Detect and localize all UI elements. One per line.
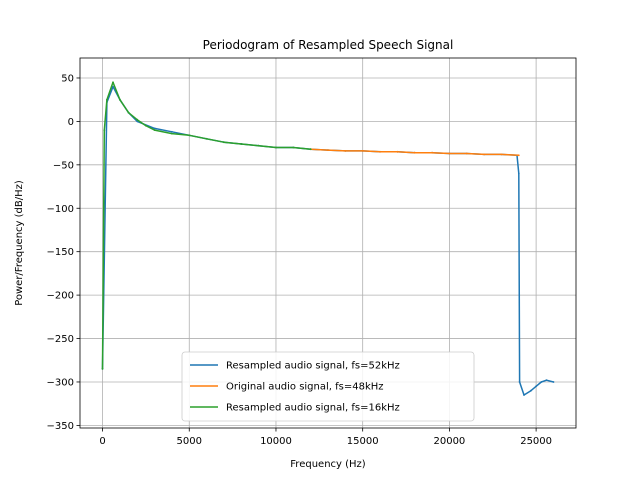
y-tick-label: −300 bbox=[47, 377, 74, 388]
data-point bbox=[112, 85, 114, 88]
x-axis-title: Frequency (Hz) bbox=[290, 459, 366, 470]
data-point bbox=[275, 146, 277, 149]
data-point bbox=[240, 143, 243, 145]
x-tick-label: 0 bbox=[99, 436, 105, 447]
y-tick-label: −250 bbox=[47, 334, 74, 345]
data-point bbox=[523, 394, 525, 396]
y-axis-title: Power/Frequency (dB/Hz) bbox=[14, 180, 25, 306]
series-line-3 bbox=[101, 81, 311, 369]
x-tick-label: 15000 bbox=[347, 436, 379, 447]
data-point bbox=[103, 129, 106, 132]
chart-title: Periodogram of Resampled Speech Signal bbox=[203, 38, 454, 52]
data-point bbox=[448, 152, 451, 155]
y-tick-label: −150 bbox=[47, 247, 74, 258]
data-point bbox=[257, 144, 260, 147]
data-point bbox=[171, 132, 173, 135]
legend-box bbox=[181, 351, 475, 422]
data-point bbox=[535, 385, 537, 388]
data-point bbox=[517, 154, 520, 157]
x-tick-label: 25000 bbox=[520, 436, 552, 447]
data-point bbox=[188, 134, 191, 137]
data-point bbox=[101, 368, 104, 370]
data-point bbox=[545, 379, 548, 382]
x-tick-label: 20000 bbox=[433, 436, 465, 447]
data-point bbox=[112, 81, 114, 84]
data-point bbox=[379, 150, 381, 153]
data-point bbox=[106, 98, 108, 101]
x-tick-label: 5000 bbox=[177, 436, 202, 447]
data-point bbox=[517, 172, 520, 175]
legend-label: Resampled audio signal, fs=52kHz bbox=[226, 361, 400, 372]
y-tick-label: −50 bbox=[53, 160, 74, 171]
x-tick-label: 10000 bbox=[260, 436, 292, 447]
axis-ticks: 0 5000 10000 15000 20000 25000 50 0 −50 −100 −150 −… bbox=[47, 73, 552, 447]
legend-label: Resampled audio signal, fs=16kHz bbox=[226, 403, 400, 414]
data-point bbox=[465, 152, 468, 155]
data-point bbox=[344, 150, 347, 152]
data-point bbox=[361, 150, 364, 152]
data-point bbox=[119, 98, 121, 101]
data-point bbox=[396, 150, 399, 153]
y-tick-label: −350 bbox=[47, 421, 74, 432]
data-point bbox=[145, 124, 147, 127]
data-point bbox=[518, 381, 521, 383]
data-point bbox=[540, 381, 543, 383]
y-tick-label: 50 bbox=[61, 73, 74, 84]
data-point bbox=[530, 389, 532, 392]
legend: Resampled audio signal, fs=52kHz Original… bbox=[181, 351, 475, 422]
data-point bbox=[327, 149, 329, 152]
data-point bbox=[500, 153, 503, 156]
y-tick-label: −100 bbox=[47, 204, 74, 215]
data-point bbox=[483, 153, 485, 156]
data-point bbox=[552, 381, 555, 383]
y-tick-label: 0 bbox=[68, 117, 74, 128]
plot-frame bbox=[79, 57, 577, 429]
data-point bbox=[223, 141, 225, 144]
data-point bbox=[127, 111, 130, 114]
data-point bbox=[431, 151, 433, 154]
data-point bbox=[136, 120, 139, 123]
legend-label: Original audio signal, fs=48kHz bbox=[226, 382, 384, 393]
y-tick-label: −200 bbox=[47, 291, 74, 302]
data-point bbox=[153, 127, 156, 130]
data-point bbox=[153, 129, 156, 132]
series-lines bbox=[101, 81, 555, 396]
data-point bbox=[205, 137, 208, 140]
data-point bbox=[292, 146, 295, 149]
data-point bbox=[136, 118, 139, 121]
data-point bbox=[413, 151, 416, 154]
data-point bbox=[171, 130, 173, 133]
data-point bbox=[309, 148, 312, 151]
